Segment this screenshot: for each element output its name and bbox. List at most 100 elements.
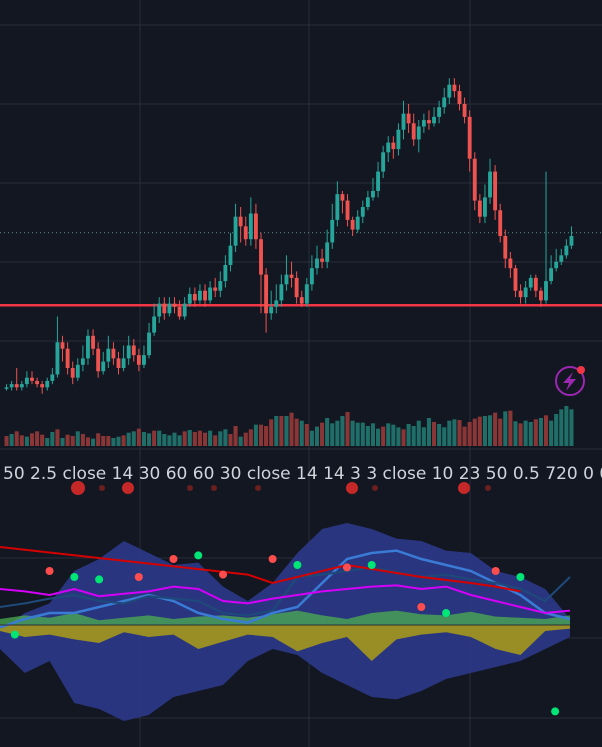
volume-bar <box>452 419 457 446</box>
candle-body <box>554 261 559 269</box>
volume-bar <box>147 433 152 446</box>
candle <box>360 200 365 224</box>
volume-bar <box>538 418 543 446</box>
volume-bar <box>60 438 65 446</box>
oscillator-dot <box>417 603 426 611</box>
volume-bar <box>330 423 335 446</box>
candle-body <box>142 355 146 365</box>
candle <box>228 232 233 272</box>
volume-bar <box>503 411 508 446</box>
candle-body <box>177 306 182 317</box>
candle <box>467 110 472 172</box>
volume-bar <box>187 430 192 446</box>
candle-body <box>19 384 24 388</box>
candle <box>523 281 528 304</box>
candle-body <box>101 361 106 372</box>
candle-body <box>289 274 294 278</box>
candle <box>70 361 75 385</box>
candle-body <box>238 216 243 227</box>
candle <box>513 264 518 298</box>
candle-body <box>111 348 116 359</box>
oscillator-dot <box>342 563 351 572</box>
candle <box>126 335 131 365</box>
oscillator-dot <box>367 561 376 569</box>
candle <box>55 316 60 378</box>
candle <box>182 297 187 320</box>
volume-bar <box>106 436 111 446</box>
volume-bar <box>554 414 559 446</box>
signal-marker <box>346 482 358 494</box>
candle <box>416 120 421 153</box>
volume-bar <box>528 422 533 446</box>
candle <box>60 335 65 362</box>
candle-body <box>259 239 263 275</box>
candle-body <box>294 277 299 298</box>
flash-badge[interactable] <box>555 366 585 396</box>
candle <box>106 335 111 369</box>
volume-bar <box>294 418 299 446</box>
candle <box>528 274 533 291</box>
volume-bar <box>202 432 208 446</box>
candle-body <box>24 377 29 385</box>
volume-bar <box>309 430 314 446</box>
oscillator-line-red <box>0 546 521 593</box>
candle-body <box>503 236 508 259</box>
candle-body <box>421 120 426 127</box>
oscillator-dot <box>70 573 79 581</box>
volume-bar <box>432 422 437 446</box>
candle <box>167 297 172 317</box>
oscillator-dot <box>268 555 277 563</box>
volume-bar <box>564 406 569 446</box>
candle <box>503 229 508 269</box>
volume-bar <box>523 420 528 446</box>
candle-body <box>65 348 70 369</box>
volume-bar <box>152 430 157 446</box>
candle <box>203 284 207 307</box>
candle-body <box>483 197 487 217</box>
candle <box>355 210 360 233</box>
candle-body <box>523 287 528 298</box>
candle-body <box>172 303 177 307</box>
volume-bars <box>4 406 574 446</box>
candle-body <box>269 306 274 314</box>
signal-markers <box>71 481 491 495</box>
candle-body <box>442 97 447 108</box>
candle <box>75 358 80 381</box>
candle-body <box>335 194 340 220</box>
volume-bar <box>91 438 96 446</box>
volume-bar <box>162 434 167 446</box>
volume-bar <box>213 435 218 446</box>
oscillator-dot <box>10 630 19 639</box>
candle-body <box>274 300 279 307</box>
volume-bar <box>477 416 482 446</box>
volume-bar <box>29 433 35 446</box>
candle-body <box>498 210 503 236</box>
volume-bar <box>533 419 538 446</box>
candle <box>386 136 391 162</box>
candle <box>304 277 309 307</box>
candle <box>142 345 146 369</box>
candle-body <box>518 290 523 298</box>
candle-body <box>187 293 192 304</box>
oscillator-line-blue <box>0 549 571 629</box>
volume-bar <box>218 431 223 446</box>
candle <box>187 287 192 307</box>
candle-body <box>462 103 467 117</box>
candle <box>345 194 350 227</box>
candle-body <box>121 358 126 369</box>
candle <box>4 384 9 391</box>
candle <box>335 181 340 227</box>
candle-body <box>564 245 569 256</box>
candle <box>96 342 101 378</box>
volume-bar <box>401 429 406 446</box>
candle <box>538 287 543 307</box>
candle-body <box>457 91 462 104</box>
candle-body <box>223 264 228 282</box>
candle <box>213 277 218 298</box>
candle <box>274 284 279 314</box>
signal-marker <box>372 485 378 491</box>
candle <box>564 239 569 259</box>
candle-body <box>80 358 85 365</box>
candle-body <box>401 113 406 130</box>
candle <box>86 329 90 365</box>
